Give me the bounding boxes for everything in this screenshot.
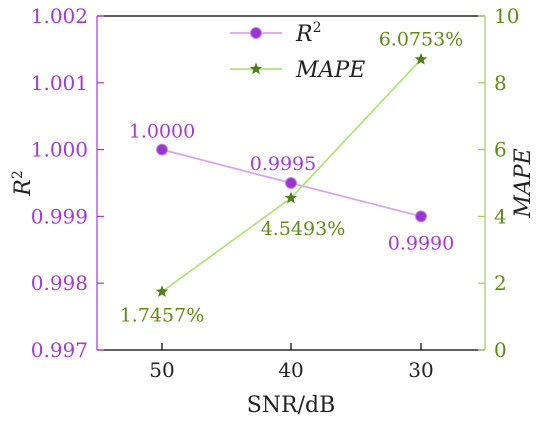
mape-data-label: 1.7457% bbox=[120, 305, 205, 327]
legend-marker-circle bbox=[250, 27, 262, 39]
x-axis-title: SNR/dB bbox=[247, 393, 336, 418]
mape-data-label: 6.0753% bbox=[379, 28, 464, 50]
data-labels: 1.0000 0.9995 0.9990 1.7457% 4.5493% 6.0753% bbox=[120, 28, 464, 326]
y-right-axis-title: MAPE bbox=[511, 148, 536, 218]
y-right-tick-label: 8 bbox=[494, 71, 507, 95]
r2-data-label: 0.9990 bbox=[388, 232, 454, 254]
mape-data-label: 4.5493% bbox=[261, 218, 346, 240]
y-left-tick-label: 0.997 bbox=[31, 338, 88, 362]
axes: 0.997 0.998 0.999 1.000 1.001 1.002 0 2 4 6 8 10 50 4… bbox=[10, 4, 536, 418]
y-left-tick-label: 1.000 bbox=[31, 138, 88, 162]
r2-point bbox=[156, 143, 168, 156]
y-left-tick-label: 1.001 bbox=[31, 71, 88, 95]
series-line-mape bbox=[161, 58, 422, 293]
legend-label: R2 bbox=[295, 20, 322, 47]
y-right-tick-label: 6 bbox=[494, 138, 507, 162]
y-left-axis-title-superscript: 2 bbox=[10, 170, 26, 179]
legend-marker-star bbox=[249, 62, 263, 75]
y-left-axis-title: R2 bbox=[10, 170, 36, 197]
r2-point bbox=[285, 177, 297, 189]
y-right-tick-label: 10 bbox=[494, 4, 519, 28]
legend-label-base: MAPE bbox=[295, 58, 365, 83]
legend[interactable]: R2 MAPE bbox=[230, 20, 365, 83]
r2-point bbox=[415, 210, 427, 223]
y-right-tick-label: 4 bbox=[494, 204, 507, 228]
legend-label: MAPE bbox=[295, 58, 365, 83]
r2-data-label: 0.9995 bbox=[250, 153, 316, 175]
legend-label-base: R bbox=[295, 22, 313, 47]
y-left-axis-title-base: R bbox=[11, 179, 36, 197]
x-tick-label: 40 bbox=[278, 358, 303, 382]
mape-point bbox=[155, 285, 169, 297]
x-tick-label: 30 bbox=[408, 358, 433, 382]
legend-item-mape[interactable]: MAPE bbox=[230, 58, 365, 83]
r2-data-label: 1.0000 bbox=[129, 121, 195, 143]
y-left-tick-label: 1.002 bbox=[31, 4, 88, 28]
legend-label-superscript: 2 bbox=[313, 20, 322, 36]
mape-point bbox=[414, 52, 428, 65]
y-right-tick-label: 2 bbox=[494, 271, 507, 295]
mape-point bbox=[284, 191, 298, 204]
legend-item-r2[interactable]: R2 bbox=[230, 20, 322, 47]
x-tick-label: 50 bbox=[149, 358, 174, 382]
y-left-tick-label: 0.999 bbox=[31, 204, 88, 228]
y-left-tick-label: 0.998 bbox=[31, 271, 88, 295]
y-right-tick-label: 0 bbox=[494, 338, 507, 362]
series bbox=[155, 52, 428, 297]
